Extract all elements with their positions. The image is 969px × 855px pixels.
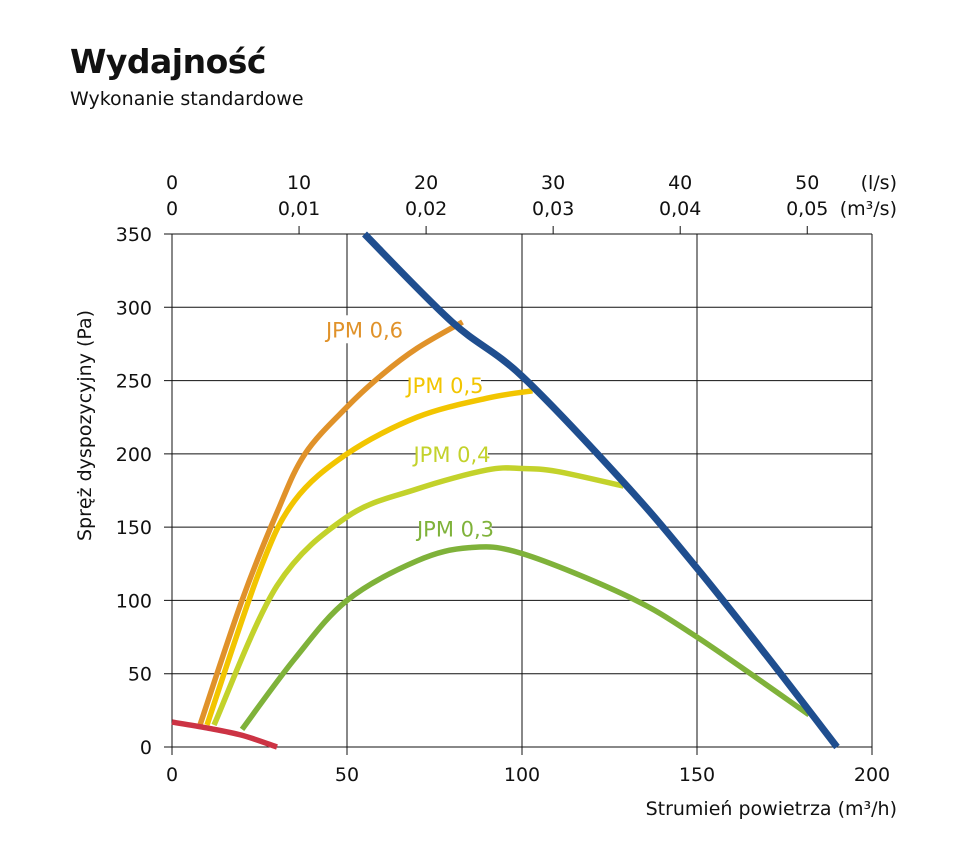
top-tick-label-ls: 10 [287,172,311,194]
x-tick-label: 0 [166,764,178,786]
top-tick-label-ls: 30 [541,172,565,194]
top-tick-label-m3s: 0,04 [659,198,701,220]
x-axis-label: Strumień powietrza (m³/h) [646,798,897,820]
top-tick-label-m3s: 0,02 [405,198,447,220]
series-line-jpm-0-3 [239,544,811,732]
series-label-bg [409,370,481,399]
y-tick-label: 300 [116,297,152,319]
x-tick-label: 150 [679,764,715,786]
top-tick-label-ls: 40 [668,172,692,194]
series-label-bg [416,439,488,468]
chart-title: Wydajność [70,42,266,81]
series-line-min-curve [171,719,278,750]
top-tick-label-ls: 0 [166,172,178,194]
top-unit-m3s: (m³/s) [840,198,897,220]
chart-subtitle: Wykonanie standardowe [70,88,304,110]
series-label-bg [419,514,492,543]
series-line-jpm-0-6 [197,319,464,726]
series-line-system-limit [362,231,840,750]
series-label-bg [328,315,401,344]
y-tick-label: 350 [116,224,152,246]
series-line-jpm-0-5 [204,388,533,726]
series-label: JPM 0,5 [404,374,483,398]
series-label: JPM 0,3 [415,518,494,542]
y-tick-label: 150 [116,517,152,539]
top-tick-label-m3s: 0,01 [278,198,320,220]
y-tick-label: 250 [116,371,152,393]
x-tick-label: 100 [504,764,540,786]
y-tick-label: 0 [140,737,152,759]
top-tick-label-m3s: 0 [166,198,178,220]
top-tick-label-ls: 50 [795,172,819,194]
y-axis-label: Spręż dyspozycyjny (Pa) [74,310,96,541]
top-tick-label-m3s: 0,05 [786,198,828,220]
y-tick-label: 50 [128,664,152,686]
x-tick-label: 200 [854,764,890,786]
top-tick-label-m3s: 0,03 [532,198,574,220]
series-line-jpm-0-4 [211,465,625,727]
x-tick-label: 50 [335,764,359,786]
top-tick-label-ls: 20 [414,172,438,194]
y-tick-label: 100 [116,590,152,612]
series-label: JPM 0,4 [411,443,490,467]
y-tick-label: 200 [116,444,152,466]
series-label: JPM 0,6 [324,318,403,342]
top-unit-ls: (l/s) [861,172,897,194]
